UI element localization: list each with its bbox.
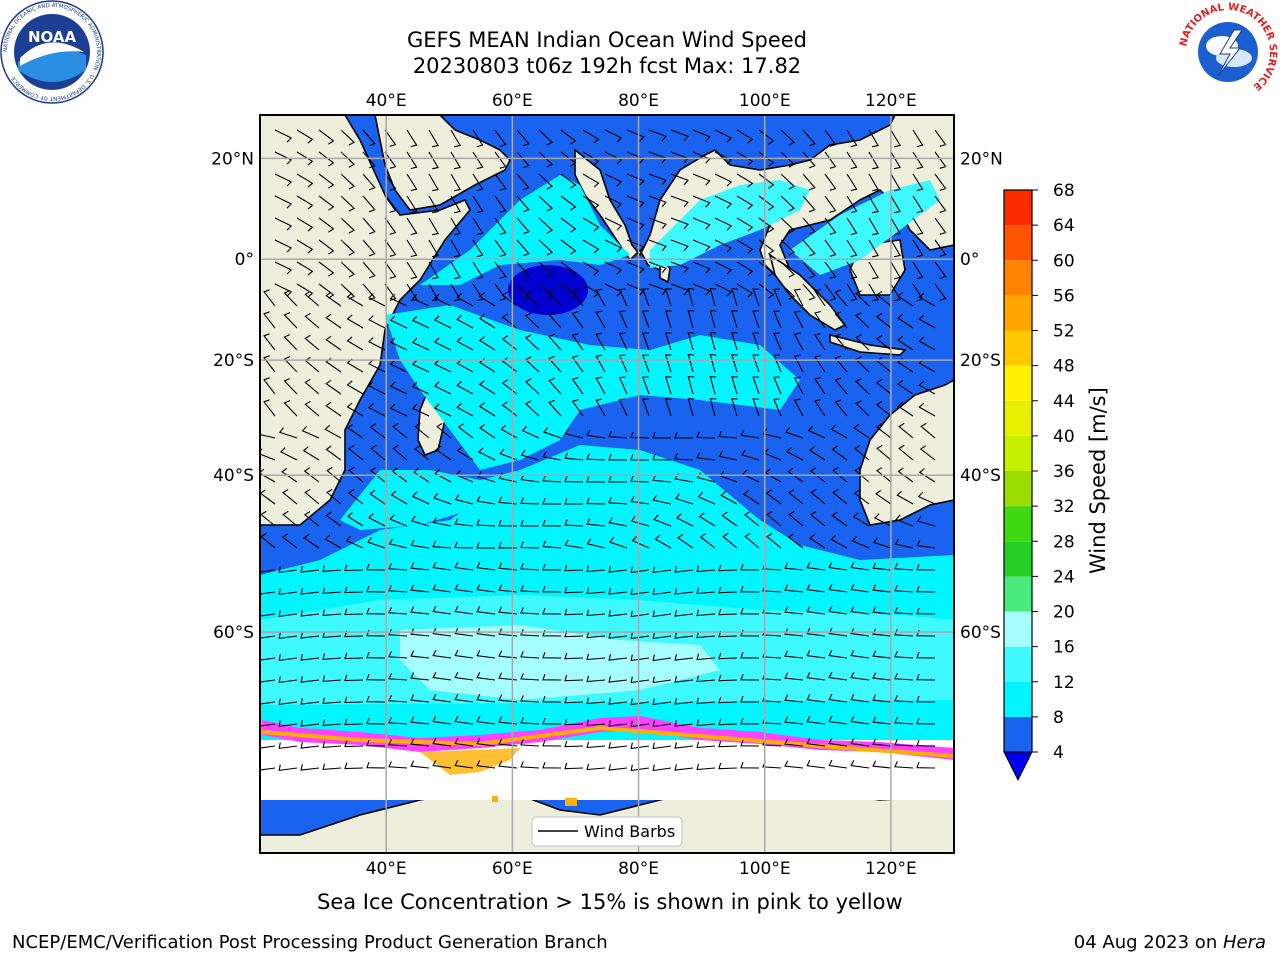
colorbar-tick-label: 64 xyxy=(1053,216,1075,236)
colorbar-tick-label: 4 xyxy=(1053,743,1064,763)
colorbar-segment xyxy=(1004,435,1032,471)
colorbar-segment xyxy=(1004,506,1032,542)
lat-tick-label-right: 40°S xyxy=(960,466,1001,486)
colorbar-tick-label: 20 xyxy=(1053,603,1075,623)
colorbar-tick-label: 44 xyxy=(1053,392,1075,412)
lon-tick-label-top: 40°E xyxy=(366,91,407,111)
colorbar-segment xyxy=(1004,225,1032,261)
arabian-sea-field xyxy=(420,175,630,285)
nws-logo: NATIONAL WEATHER SERVICE xyxy=(1178,2,1278,102)
lon-tick-label-bottom: 120°E xyxy=(865,859,917,879)
lat-tick-label-right: 20°S xyxy=(960,351,1001,371)
arabia-land xyxy=(374,115,511,211)
colorbar-segment xyxy=(1004,541,1032,577)
lon-tick-label-top: 60°E xyxy=(492,91,533,111)
colorbar-segment xyxy=(1004,646,1032,682)
lat-ticks-right: 20°N 0° 20°S 40°S 60°S xyxy=(960,149,1003,643)
lon-tick-label-top: 120°E xyxy=(865,91,917,111)
lat-tick-label-right: 60°S xyxy=(960,623,1001,643)
colorbar-tick-label: 28 xyxy=(1053,532,1075,552)
lon-tick-label-bottom: 80°E xyxy=(618,859,659,879)
colorbar-segment xyxy=(1004,190,1032,226)
map-subtitle-forecast: 20230803 t06z 192h fcst Max: 17.82 xyxy=(412,54,802,78)
lat-tick-label-left: 20°N xyxy=(211,149,254,169)
lon-tick-label-top: 100°E xyxy=(739,91,791,111)
colorbar-label: Wind Speed [m/s] xyxy=(1086,387,1110,574)
bay-of-bengal-field xyxy=(650,180,810,268)
colorbar-tick-label: 24 xyxy=(1053,567,1075,587)
lon-tick-label-bottom: 60°E xyxy=(492,859,533,879)
colorbar-tick-label: 60 xyxy=(1053,251,1075,271)
map-frame xyxy=(259,114,955,854)
colorbar-tick-label: 56 xyxy=(1053,286,1075,306)
lat-tick-label-right: 20°N xyxy=(960,149,1003,169)
colorbar-tick-label: 32 xyxy=(1053,497,1075,517)
south-china-field xyxy=(790,180,940,275)
date-text: 04 Aug 2023 on xyxy=(1073,932,1223,953)
colorbar-segment xyxy=(1004,295,1032,331)
date-stamp: 04 Aug 2023 on Hera xyxy=(1074,932,1266,953)
australia-land xyxy=(859,379,954,526)
sea-ice-edge xyxy=(261,716,954,806)
noaa-text: NOAA xyxy=(28,28,77,46)
colorbar-tick-label: 52 xyxy=(1053,322,1075,342)
colorbar-segment xyxy=(1004,400,1032,436)
colorbar-tick-label: 40 xyxy=(1053,427,1075,447)
colorbar-segment xyxy=(1004,260,1032,296)
lon-tick-label-bottom: 100°E xyxy=(739,859,791,879)
colorbar-tick-label: 36 xyxy=(1053,462,1075,482)
colorbar-tick-label: 68 xyxy=(1053,181,1075,201)
colorbar-segment xyxy=(1004,471,1032,507)
africa-land xyxy=(260,115,471,526)
colorbar-tick-label: 48 xyxy=(1053,357,1075,377)
credit-text: NCEP/EMC/Verification Post Processing Pr… xyxy=(12,932,608,953)
host-text: Hera xyxy=(1222,932,1266,953)
lat-tick-label-right: 0° xyxy=(960,250,979,270)
colorbar-segment xyxy=(1004,330,1032,366)
lon-ticks-bottom: 40°E 60°E 80°E 100°E 120°E xyxy=(366,859,917,879)
lon-tick-label-top: 80°E xyxy=(618,91,659,111)
colorbar-segment xyxy=(1004,611,1032,647)
legend-label: Wind Barbs xyxy=(584,822,675,841)
lat-tick-label-left: 40°S xyxy=(213,466,254,486)
sumatra-land xyxy=(768,253,847,331)
lon-ticks-top: 40°E 60°E 80°E 100°E 120°E xyxy=(366,91,917,111)
wind-barbs xyxy=(260,129,947,772)
sea-ice-note: Sea Ice Concentration > 15% is shown in … xyxy=(317,890,903,914)
colorbar-tick-label: 8 xyxy=(1053,708,1064,728)
noaa-logo: NATIONAL OCEANIC AND ATMOSPHERIC ADMINIS… xyxy=(0,0,104,104)
legend: Wind Barbs xyxy=(531,816,683,847)
java-land xyxy=(829,333,907,356)
lon-tick-label-bottom: 40°E xyxy=(366,859,407,879)
map-title: GEFS MEAN Indian Ocean Wind Speed xyxy=(406,28,808,52)
colorbar-segment xyxy=(1004,365,1032,401)
colorbar-segment xyxy=(1004,681,1032,717)
wind-barbs-layer xyxy=(260,129,947,772)
lat-ticks-left: 20°N 0° 20°S 40°S 60°S xyxy=(211,149,254,643)
colorbar-extend-arrow xyxy=(1003,751,1033,782)
equatorial-calm-field xyxy=(508,265,588,315)
map-content xyxy=(260,115,954,853)
colorbar-segment xyxy=(1004,576,1032,612)
colorbar-tick-label: 16 xyxy=(1053,638,1075,658)
lat-tick-label-left: 0° xyxy=(235,250,254,270)
subtropic-field xyxy=(340,470,520,530)
lat-tick-label-left: 60°S xyxy=(213,623,254,643)
graticule xyxy=(260,115,954,853)
colorbar-segment xyxy=(1004,716,1032,752)
lat-tick-label-left: 20°S xyxy=(213,351,254,371)
colorbar-tick-label: 12 xyxy=(1053,673,1075,693)
